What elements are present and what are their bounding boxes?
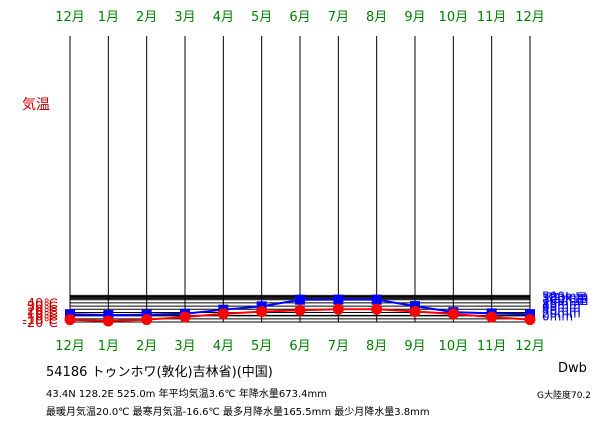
temperature-tick-label: -10℃ — [22, 313, 58, 328]
month-label-bottom: 6月 — [289, 339, 310, 354]
precipitation-point — [333, 294, 344, 305]
month-label-top: 9月 — [404, 10, 425, 25]
temperature-point — [141, 314, 153, 326]
temperature-point — [64, 314, 76, 326]
month-label-bottom: 12月 — [515, 339, 545, 354]
station-extremes: 最暖月気温20.0℃ 最寒月気温-16.6℃ 最多月降水量165.5mm 最少月… — [46, 407, 430, 418]
temperature-point — [102, 315, 114, 327]
precipitation-point — [371, 294, 382, 305]
month-label-bottom: 3月 — [174, 339, 195, 354]
month-label-bottom: 4月 — [213, 339, 234, 354]
month-label-bottom: 11月 — [477, 339, 507, 354]
month-label-top: 12月 — [55, 10, 85, 25]
month-label-bottom: 10月 — [439, 339, 469, 354]
month-label-bottom: 7月 — [328, 339, 349, 354]
temperature-tick-label: 30℃ — [27, 300, 58, 315]
month-label-bottom: 8月 — [366, 339, 387, 354]
month-label-top: 2月 — [136, 10, 157, 25]
temperature-point — [217, 308, 229, 320]
month-label-top: 11月 — [477, 10, 507, 25]
month-label-top: 7月 — [328, 10, 349, 25]
temperature-series — [64, 303, 536, 327]
top-month-labels: 12月 1月 2月 3月 4月 5月 6月 7月 8月 9月 10月 11月 12月 — [55, 10, 545, 25]
temperature-tick-label: 0℃ — [35, 310, 58, 325]
temperature-point — [409, 306, 421, 318]
temperature-point — [447, 308, 459, 320]
precipitation-tick-label: 40mm — [542, 303, 581, 317]
temperature-tick-label: -20℃ — [22, 316, 58, 331]
precipitation-point — [295, 294, 305, 305]
month-label-top: 3月 — [174, 10, 195, 25]
precipitation-tick-label: 20mm — [542, 306, 581, 320]
precipitation-axis-title: 降水量 — [546, 292, 588, 308]
temperature-axis-title: 気温 — [22, 97, 50, 113]
temperature-axis: 気温 40℃30℃20℃10℃0℃-10℃-20℃ — [22, 97, 58, 331]
temperature-point — [256, 306, 268, 318]
month-label-top: 4月 — [213, 10, 234, 25]
month-label-bottom: 12月 — [55, 339, 85, 354]
precipitation-tick-label: 300mm — [542, 292, 588, 306]
station-name: 54186 トゥンホワ(敦化)吉林省)(中国) — [46, 365, 273, 380]
continentality-index: G大陸度70.2 — [537, 391, 592, 401]
temperature-point — [179, 311, 191, 323]
temperature-tick-label: 40℃ — [27, 297, 58, 312]
month-label-top: 12月 — [515, 10, 545, 25]
month-label-bottom: 2月 — [136, 339, 157, 354]
precipitation-tick-label: 80mm — [542, 297, 581, 311]
temperature-tick-label: 20℃ — [27, 303, 58, 318]
month-label-bottom: 5月 — [251, 339, 272, 354]
month-label-bottom: 1月 — [98, 339, 119, 354]
month-label-top: 5月 — [251, 10, 272, 25]
temperature-point — [486, 311, 498, 323]
precipitation-tick-label: 100mm — [542, 294, 588, 308]
month-label-top: 8月 — [366, 10, 387, 25]
precipitation-tick-label: 60mm — [542, 300, 581, 314]
bottom-month-labels: 12月 1月 2月 3月 4月 5月 6月 7月 8月 9月 10月 11月 12月 — [55, 339, 545, 354]
precipitation-tick-label: 500mm — [542, 289, 588, 303]
month-label-top: 6月 — [289, 10, 310, 25]
month-label-top: 10月 — [439, 10, 469, 25]
temperature-point — [294, 304, 306, 316]
station-summary: 43.4N 128.2E 525.0m 年平均気温3.6℃ 年降水量673.4m… — [46, 389, 328, 400]
precipitation-tick-label: 0mm — [542, 310, 573, 324]
koppen-class: Dwb — [558, 361, 587, 376]
temperature-point — [371, 303, 383, 315]
temperature-tick-label: 10℃ — [27, 306, 58, 321]
grid-lines — [69, 36, 531, 323]
temperature-point — [524, 314, 536, 326]
month-label-top: 1月 — [98, 10, 119, 25]
month-label-bottom: 9月 — [404, 339, 425, 354]
temperature-point — [332, 303, 344, 315]
precipitation-point — [103, 310, 114, 321]
